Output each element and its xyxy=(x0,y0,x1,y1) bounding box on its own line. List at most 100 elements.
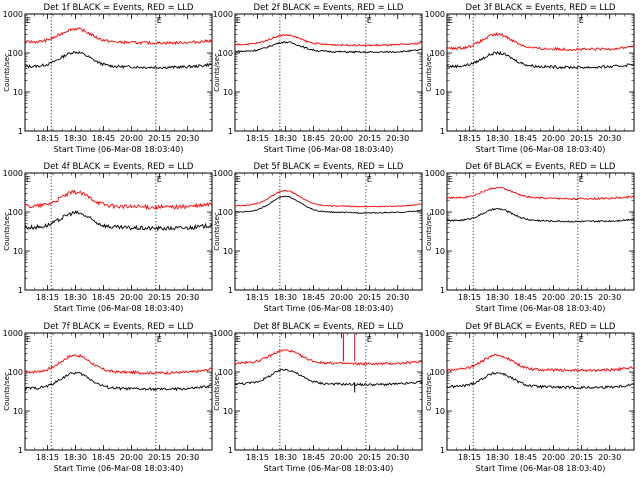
x-tick-label: 18:45 xyxy=(514,453,537,462)
x-tick-label: 20:15 xyxy=(358,293,381,302)
marker-letter: E xyxy=(26,335,31,344)
marker-letter: E xyxy=(367,175,372,184)
chart-panel-8: Det 8f BLACK = Events, RED = LLD Counts/s… xyxy=(213,322,423,473)
x-tick-label: 20:00 xyxy=(120,293,143,302)
series-line-events xyxy=(24,210,213,232)
chart-panel-5: Det 5f BLACK = Events, RED = LLD Counts/s… xyxy=(213,162,423,313)
x-tick-label: 18:15 xyxy=(246,453,269,462)
series-line-events xyxy=(24,371,213,392)
x-axis-label: Start Time (06-Mar-08 18:03:40) xyxy=(54,304,184,313)
series-line-lld xyxy=(24,27,213,46)
plot-frame xyxy=(24,332,213,451)
x-tick-label: 18:15 xyxy=(458,293,481,302)
x-axis-label-prefix: Start Time xyxy=(264,464,306,473)
x-tick-label: 18:45 xyxy=(302,293,325,302)
x-tick-label: 18:30 xyxy=(64,453,87,462)
series-line-events xyxy=(446,50,635,70)
y-tick-label: 1 xyxy=(228,446,233,455)
y-tick-label: 1000 xyxy=(425,10,445,19)
series-line-lld xyxy=(446,186,635,200)
x-tick-label: 18:30 xyxy=(486,293,509,302)
plot-frame xyxy=(234,172,423,291)
x-tick-label: 18:15 xyxy=(36,293,59,302)
y-tick-label: 1000 xyxy=(3,329,23,338)
y-tick-label: 1000 xyxy=(425,169,445,178)
y-axis-label: Counts/sec xyxy=(213,212,221,251)
chart-panel-3: Det 3f BLACK = Events, RED = LLD Counts/s… xyxy=(425,3,635,154)
x-axis-start-time: (06-Mar-08 18:03:40) xyxy=(98,464,183,473)
x-tick-label: 18:45 xyxy=(92,134,115,143)
x-tick-label: 20:15 xyxy=(358,134,381,143)
plot-frame xyxy=(234,13,423,132)
series-line-events xyxy=(446,207,635,223)
y-tick-label: 100 xyxy=(8,208,23,217)
series-line-events xyxy=(234,368,423,387)
y-tick-label: 1 xyxy=(228,127,233,136)
y-tick-label: 1 xyxy=(18,286,23,295)
x-axis-label: Start Time (06-Mar-08 18:03:40) xyxy=(264,145,394,154)
marker-letter: E xyxy=(367,16,372,25)
y-tick-label: 1 xyxy=(18,127,23,136)
chart-panel-6: Det 6f BLACK = Events, RED = LLD Counts/s… xyxy=(425,162,635,313)
x-axis-label-prefix: Start Time xyxy=(264,145,306,154)
y-axis-label: Counts/sec xyxy=(425,53,433,92)
chart-title: Det 4f BLACK = Events, RED = LLD xyxy=(44,162,194,172)
x-tick-label: 18:15 xyxy=(36,453,59,462)
x-axis-label: Start Time (06-Mar-08 18:03:40) xyxy=(54,145,184,154)
x-tick-label: 18:30 xyxy=(274,134,297,143)
x-tick-label: 18:45 xyxy=(92,453,115,462)
series-line-lld xyxy=(446,353,635,373)
x-tick-label: 20:15 xyxy=(570,134,593,143)
x-axis-label: Start Time (06-Mar-08 18:03:40) xyxy=(54,464,184,473)
marker-letter: E xyxy=(579,16,584,25)
x-tick-label: 20:30 xyxy=(598,453,621,462)
y-tick-label: 100 xyxy=(8,49,23,58)
series-line-lld xyxy=(234,349,423,366)
x-tick-label: 20:15 xyxy=(570,453,593,462)
x-axis-start-time: (06-Mar-08 18:03:40) xyxy=(308,145,393,154)
y-tick-label: 100 xyxy=(218,368,233,377)
x-tick-label: 18:30 xyxy=(64,293,87,302)
chart-panel-1: Det 1f BLACK = Events, RED = LLD Counts/s… xyxy=(3,3,213,154)
marker-letter: E xyxy=(157,16,162,25)
y-tick-label: 100 xyxy=(430,208,445,217)
x-tick-label: 18:45 xyxy=(302,134,325,143)
series-line-lld xyxy=(234,33,423,47)
y-tick-label: 10 xyxy=(223,407,233,416)
marker-letter: E xyxy=(448,175,453,184)
y-tick-label: 1000 xyxy=(213,169,233,178)
x-axis-start-time: (06-Mar-08 18:03:40) xyxy=(98,304,183,313)
marker-letter: E xyxy=(157,175,162,184)
plot-frame xyxy=(446,172,635,291)
x-tick-label: 18:30 xyxy=(274,293,297,302)
y-tick-label: 100 xyxy=(430,368,445,377)
x-axis-label: Start Time (06-Mar-08 18:03:40) xyxy=(476,304,606,313)
plot-frame xyxy=(446,13,635,132)
x-tick-label: 20:15 xyxy=(148,453,171,462)
y-tick-label: 10 xyxy=(13,88,23,97)
x-tick-label: 20:00 xyxy=(542,134,565,143)
x-tick-label: 20:30 xyxy=(176,293,199,302)
chart-panel-7: Det 7f BLACK = Events, RED = LLD Counts/s… xyxy=(3,322,213,473)
y-axis-label: Counts/sec xyxy=(213,372,221,411)
x-tick-label: 20:15 xyxy=(358,453,381,462)
chart-title: Det 7f BLACK = Events, RED = LLD xyxy=(44,322,194,332)
y-tick-label: 100 xyxy=(218,49,233,58)
x-axis-label-prefix: Start Time xyxy=(54,145,96,154)
marker-letter: E xyxy=(448,335,453,344)
x-tick-label: 18:30 xyxy=(274,453,297,462)
y-tick-label: 1 xyxy=(440,286,445,295)
x-tick-label: 20:30 xyxy=(386,134,409,143)
plot-frame xyxy=(24,13,213,132)
y-tick-label: 1000 xyxy=(213,329,233,338)
y-tick-label: 10 xyxy=(435,247,445,256)
marker-letter: E xyxy=(579,175,584,184)
x-tick-label: 20:00 xyxy=(330,453,353,462)
chart-title: Det 6f BLACK = Events, RED = LLD xyxy=(466,162,616,172)
x-axis-start-time: (06-Mar-08 18:03:40) xyxy=(520,304,605,313)
plot-frame xyxy=(446,332,635,451)
x-tick-label: 18:45 xyxy=(514,134,537,143)
x-tick-label: 20:00 xyxy=(120,453,143,462)
marker-letter: E xyxy=(26,16,31,25)
x-axis-label-prefix: Start Time xyxy=(476,464,518,473)
